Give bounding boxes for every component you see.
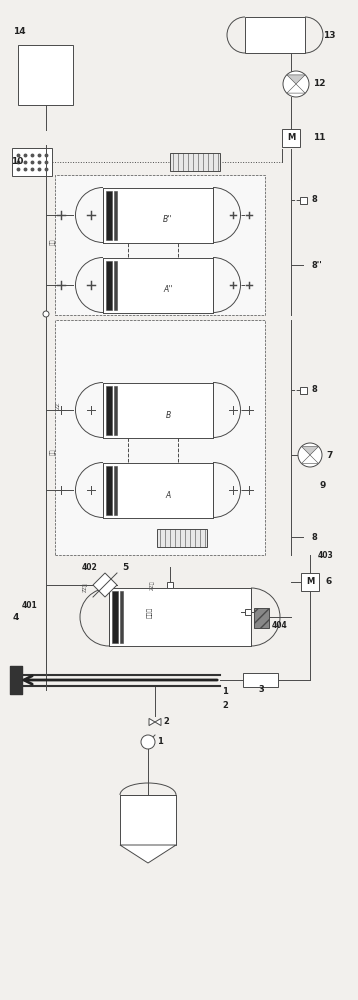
Text: 2: 2 bbox=[222, 700, 228, 710]
Bar bbox=[106, 190, 112, 239]
Bar bbox=[113, 260, 213, 310]
Text: 1: 1 bbox=[157, 738, 163, 746]
Text: 2: 2 bbox=[163, 718, 169, 726]
Text: 吸附: 吸附 bbox=[50, 239, 55, 245]
Text: 8: 8 bbox=[312, 532, 318, 542]
Polygon shape bbox=[301, 455, 318, 463]
Text: 8: 8 bbox=[312, 385, 318, 394]
Bar bbox=[112, 591, 118, 643]
Bar bbox=[245, 609, 251, 615]
Text: 9: 9 bbox=[320, 481, 326, 489]
Bar bbox=[103, 382, 213, 438]
Bar bbox=[103, 462, 213, 518]
Text: M: M bbox=[287, 133, 295, 142]
Text: B: B bbox=[165, 410, 171, 420]
Bar bbox=[113, 466, 213, 514]
Text: ZZ去: ZZ去 bbox=[150, 580, 155, 590]
Bar bbox=[114, 190, 117, 239]
Text: 404: 404 bbox=[272, 621, 288, 631]
Text: B'': B'' bbox=[163, 216, 173, 225]
Bar bbox=[114, 260, 117, 310]
Text: 水洗塔: 水洗塔 bbox=[147, 606, 153, 618]
Text: 吸附: 吸附 bbox=[50, 449, 55, 455]
Polygon shape bbox=[287, 84, 305, 93]
Bar bbox=[301, 573, 319, 591]
Bar bbox=[55, 320, 265, 555]
Bar bbox=[55, 175, 265, 315]
Text: 11: 11 bbox=[313, 133, 325, 142]
Text: 7: 7 bbox=[326, 450, 332, 460]
Text: 6: 6 bbox=[326, 578, 332, 586]
Text: ZZ: ZZ bbox=[55, 401, 61, 409]
Text: 5: 5 bbox=[122, 564, 128, 572]
Circle shape bbox=[141, 735, 155, 749]
Bar bbox=[103, 188, 213, 242]
Polygon shape bbox=[155, 718, 161, 726]
Bar bbox=[300, 386, 306, 393]
Text: 8: 8 bbox=[312, 196, 318, 205]
Bar bbox=[282, 129, 300, 147]
Text: 12: 12 bbox=[313, 80, 325, 89]
Circle shape bbox=[43, 311, 49, 317]
Bar bbox=[18, 45, 73, 105]
Bar bbox=[242, 673, 277, 687]
Bar bbox=[113, 385, 213, 434]
Text: 13: 13 bbox=[323, 30, 335, 39]
Text: 3: 3 bbox=[258, 686, 264, 694]
Bar bbox=[106, 466, 112, 514]
Bar bbox=[170, 153, 220, 171]
Bar bbox=[106, 385, 112, 434]
Bar bbox=[300, 196, 306, 204]
Text: ZZ进: ZZ进 bbox=[82, 582, 87, 592]
Text: 402: 402 bbox=[82, 564, 98, 572]
Bar bbox=[103, 257, 213, 312]
Bar bbox=[245, 17, 305, 53]
Polygon shape bbox=[301, 447, 318, 455]
Text: 10: 10 bbox=[11, 157, 23, 166]
Bar bbox=[114, 385, 117, 434]
Text: A'': A'' bbox=[163, 286, 173, 294]
Circle shape bbox=[298, 443, 322, 467]
Bar bbox=[114, 466, 117, 514]
Bar bbox=[106, 260, 112, 310]
Text: 403: 403 bbox=[318, 550, 334, 560]
Bar bbox=[120, 591, 123, 643]
Bar bbox=[157, 529, 207, 547]
Text: 8'': 8'' bbox=[312, 260, 323, 269]
Polygon shape bbox=[149, 718, 155, 726]
Polygon shape bbox=[93, 573, 117, 597]
Bar bbox=[254, 608, 269, 628]
Bar bbox=[109, 588, 251, 646]
Polygon shape bbox=[287, 75, 305, 84]
Text: 4: 4 bbox=[13, 612, 19, 621]
Bar bbox=[119, 591, 251, 643]
Bar bbox=[113, 190, 213, 239]
Circle shape bbox=[283, 71, 309, 97]
Text: M: M bbox=[306, 578, 314, 586]
Polygon shape bbox=[120, 845, 176, 863]
Text: 401: 401 bbox=[22, 600, 38, 609]
Text: 14: 14 bbox=[13, 27, 26, 36]
Text: 1: 1 bbox=[222, 688, 228, 696]
Bar bbox=[167, 582, 173, 588]
Bar bbox=[120, 795, 176, 845]
Bar bbox=[12, 148, 52, 176]
Text: A: A bbox=[165, 490, 171, 499]
